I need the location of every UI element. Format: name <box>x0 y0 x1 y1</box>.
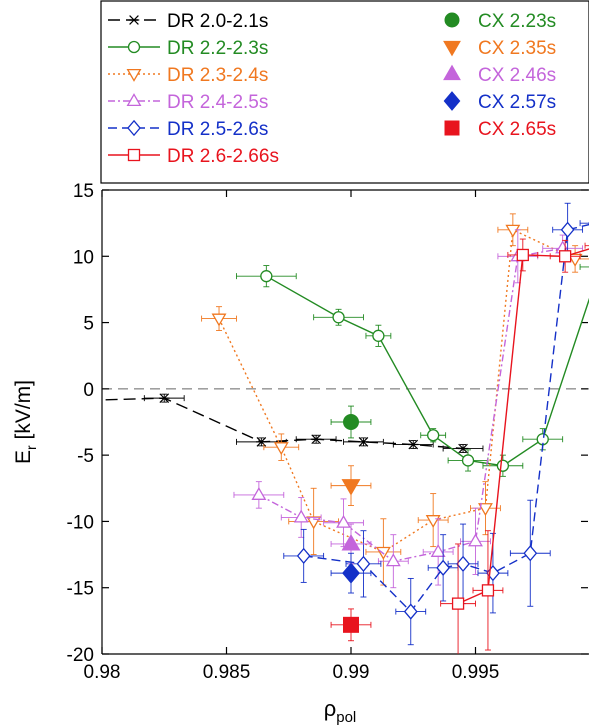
data-point <box>456 555 470 573</box>
y-axis-title: Er [kV/m] <box>12 380 39 464</box>
legend-marker <box>443 91 461 111</box>
legend-label: DR 2.4-2.5s <box>167 92 268 113</box>
legend-label: DR 2.6-2.66s <box>167 146 279 167</box>
series-2 <box>201 213 589 586</box>
y-tick-label: -5 <box>77 446 94 467</box>
data-point <box>293 509 309 523</box>
data-point <box>516 248 529 262</box>
legend-marker <box>127 40 141 54</box>
cx-marker <box>341 533 361 551</box>
data-point <box>64 396 75 405</box>
y-tick-label: 10 <box>73 247 94 268</box>
data-point <box>425 515 441 529</box>
y-tick-label: 5 <box>83 314 94 335</box>
y-tick-label: 15 <box>73 181 94 202</box>
legend-marker <box>127 119 141 137</box>
series-line <box>102 397 464 450</box>
legend-marker <box>444 12 460 28</box>
cx-point-1 <box>330 465 372 506</box>
legend-label: CX 2.46s <box>478 65 556 86</box>
data-point <box>158 393 170 403</box>
legend-marker <box>128 15 140 25</box>
x-tick-label: 0.99 <box>333 662 370 683</box>
cx-marker <box>342 562 360 584</box>
legend-label: CX 2.65s <box>478 119 556 140</box>
data-point <box>310 434 322 445</box>
legend-label: DR 2.2-2.3s <box>167 38 268 59</box>
x-tick-label: 0.985 <box>203 662 251 683</box>
legend-label: DR 2.0-2.1s <box>167 11 268 32</box>
data-point <box>523 545 538 562</box>
legend-box <box>100 0 589 184</box>
data-point <box>296 547 311 565</box>
legend-marker <box>126 93 142 107</box>
data-point <box>427 429 440 442</box>
data-point <box>451 597 465 610</box>
data-point <box>251 487 267 500</box>
series-4 <box>283 202 589 646</box>
series-line <box>265 275 589 467</box>
data-point <box>273 442 289 456</box>
series-0 <box>64 393 484 454</box>
data-point <box>496 459 510 472</box>
data-point <box>358 437 369 447</box>
data-point <box>356 555 371 573</box>
data-point <box>481 584 495 597</box>
data-point <box>385 553 401 567</box>
series-line <box>218 228 576 553</box>
y-tick-label: -15 <box>67 579 94 600</box>
data-point <box>430 544 446 557</box>
data-point <box>461 454 475 467</box>
legend-label: DR 2.5-2.6s <box>167 119 268 140</box>
data-point <box>260 270 273 283</box>
cx-point-3 <box>330 552 372 594</box>
cx-marker <box>343 616 359 633</box>
legend-marker <box>443 64 461 81</box>
data-point <box>567 253 583 267</box>
legend-label: CX 2.23s <box>478 11 556 32</box>
cx-point-0 <box>330 405 372 439</box>
y-tick-label: 0 <box>83 380 94 401</box>
data-point <box>478 503 493 517</box>
data-point <box>372 329 385 342</box>
data-point <box>407 439 419 450</box>
data-point <box>211 313 227 327</box>
legend-label: CX 2.57s <box>478 92 556 113</box>
cx-point-4 <box>330 608 372 642</box>
data-point <box>558 250 572 263</box>
legend-marker <box>127 148 141 162</box>
data-point <box>403 603 418 620</box>
cx-marker <box>343 414 359 430</box>
data-point <box>336 514 351 528</box>
data-point <box>436 559 451 576</box>
x-tick-label: 0.98 <box>84 662 121 683</box>
data-point <box>457 443 469 454</box>
legend-marker <box>126 68 142 82</box>
data-point <box>332 311 345 324</box>
cx-marker <box>341 479 361 496</box>
x-axis-title: ρpol <box>324 696 357 725</box>
series-line <box>258 247 563 562</box>
legend-marker <box>443 40 461 57</box>
series-1 <box>236 263 589 477</box>
x-tick-label: 0.995 <box>452 662 500 683</box>
data-point <box>505 224 521 238</box>
y-tick-label: -10 <box>67 512 94 533</box>
legend-marker <box>444 120 460 136</box>
series-line <box>457 248 589 605</box>
legend-label: DR 2.3-2.4s <box>167 65 268 86</box>
cx-point-2 <box>330 523 372 565</box>
series-5 <box>440 238 589 654</box>
data-point <box>560 221 575 238</box>
data-point <box>468 533 483 547</box>
legend-label: CX 2.35s <box>478 38 556 59</box>
y-tick-label: -20 <box>67 645 94 666</box>
